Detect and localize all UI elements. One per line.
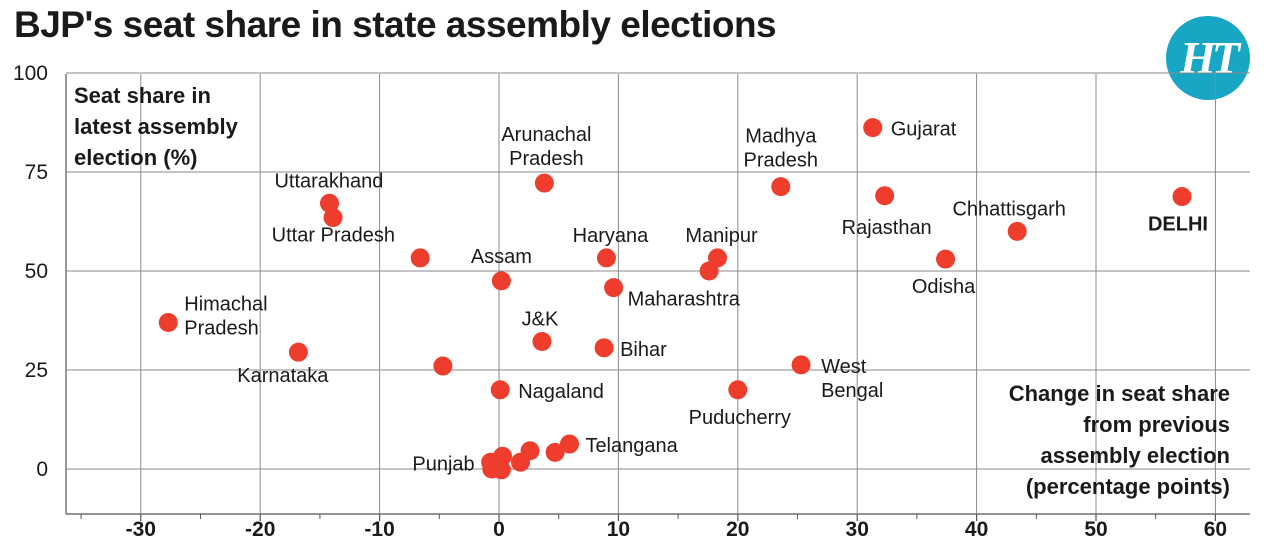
- data-point: [936, 249, 956, 269]
- data-point: [559, 434, 579, 454]
- data-point: [534, 173, 554, 193]
- data-point: [490, 380, 510, 400]
- data-label: Bengal: [821, 380, 883, 402]
- data-label: Manipur: [685, 225, 758, 247]
- data-label: Rajasthan: [842, 217, 932, 239]
- data-point: [791, 355, 811, 375]
- data-label: Puducherry: [689, 407, 791, 429]
- y-axis-label-line: Seat share in: [74, 83, 211, 108]
- y-tick-label: 75: [25, 161, 48, 184]
- data-label: Nagaland: [518, 381, 604, 403]
- y-axis-label: Seat share in latest assembly election (…: [74, 80, 238, 173]
- data-point: [433, 356, 453, 376]
- data-point: [594, 338, 614, 358]
- data-label: Himachal: [184, 293, 267, 315]
- data-label: Madhya: [745, 126, 817, 148]
- data-point: [491, 271, 511, 291]
- data-point: [596, 248, 616, 268]
- x-tick-label: -10: [364, 518, 394, 541]
- ht-logo: HT: [1166, 16, 1250, 100]
- x-tick-label: 20: [726, 518, 749, 541]
- data-point: [1172, 187, 1192, 207]
- data-label: Uttar Pradesh: [272, 225, 395, 247]
- data-label: Karnataka: [237, 365, 329, 387]
- data-label: Maharashtra: [628, 289, 741, 311]
- x-tick-label: -20: [245, 518, 275, 541]
- data-label: Uttarakhand: [274, 170, 383, 192]
- data-point: [699, 261, 719, 281]
- y-tick-label: 0: [36, 458, 48, 481]
- x-axis-label: Change in seat share from previous assem…: [1009, 378, 1230, 502]
- chart-title: BJP's seat share in state assembly elect…: [14, 4, 777, 45]
- data-label: West: [821, 356, 867, 378]
- data-point: [319, 193, 339, 213]
- data-point: [604, 278, 624, 298]
- data-label: Assam: [471, 246, 532, 268]
- x-tick-label: 60: [1204, 518, 1227, 541]
- y-axis-label-line: latest assembly: [74, 114, 238, 139]
- data-label: Telangana: [585, 435, 678, 457]
- data-point: [771, 177, 791, 197]
- data-label: DELHI: [1148, 214, 1208, 236]
- data-label: Pradesh: [509, 148, 584, 170]
- data-label: Bihar: [620, 339, 667, 361]
- data-label: Arunachal: [501, 124, 591, 146]
- data-point: [863, 118, 883, 138]
- data-label: Gujarat: [891, 119, 957, 141]
- x-tick-label: 10: [607, 518, 630, 541]
- data-label: Pradesh: [184, 317, 259, 339]
- ht-logo-text: HT: [1180, 32, 1240, 83]
- data-point: [491, 460, 511, 480]
- data-label: Haryana: [573, 225, 649, 247]
- data-point: [410, 248, 430, 268]
- x-axis-label-line: Change in seat share: [1008, 381, 1230, 406]
- y-tick-label: 100: [13, 62, 48, 85]
- x-tick-label: 0: [493, 518, 505, 541]
- y-tick-label: 50: [25, 260, 48, 283]
- x-tick-label: 40: [965, 518, 988, 541]
- x-axis-label-line: (percentage points): [1025, 474, 1230, 499]
- data-label: Odisha: [912, 276, 976, 298]
- data-label: Chhattisgarh: [952, 198, 1065, 220]
- y-tick-label: 25: [25, 359, 48, 382]
- data-point: [1007, 221, 1027, 241]
- data-point: [520, 441, 540, 461]
- data-point: [158, 312, 178, 332]
- x-axis-label-line: assembly election: [1040, 443, 1230, 468]
- x-tick-label: 30: [846, 518, 869, 541]
- data-point: [728, 380, 748, 400]
- data-label: J&K: [522, 308, 559, 330]
- y-axis-label-line: election (%): [74, 145, 198, 170]
- data-label: Punjab: [412, 453, 474, 475]
- x-axis-label-line: from previous: [1083, 412, 1230, 437]
- data-point: [545, 442, 565, 462]
- data-point: [875, 186, 895, 206]
- x-tick-label: 50: [1084, 518, 1107, 541]
- data-point: [288, 342, 308, 362]
- data-point: [532, 331, 552, 351]
- data-label: Pradesh: [744, 150, 819, 172]
- x-tick-label: -30: [126, 518, 156, 541]
- data-point: [323, 208, 343, 228]
